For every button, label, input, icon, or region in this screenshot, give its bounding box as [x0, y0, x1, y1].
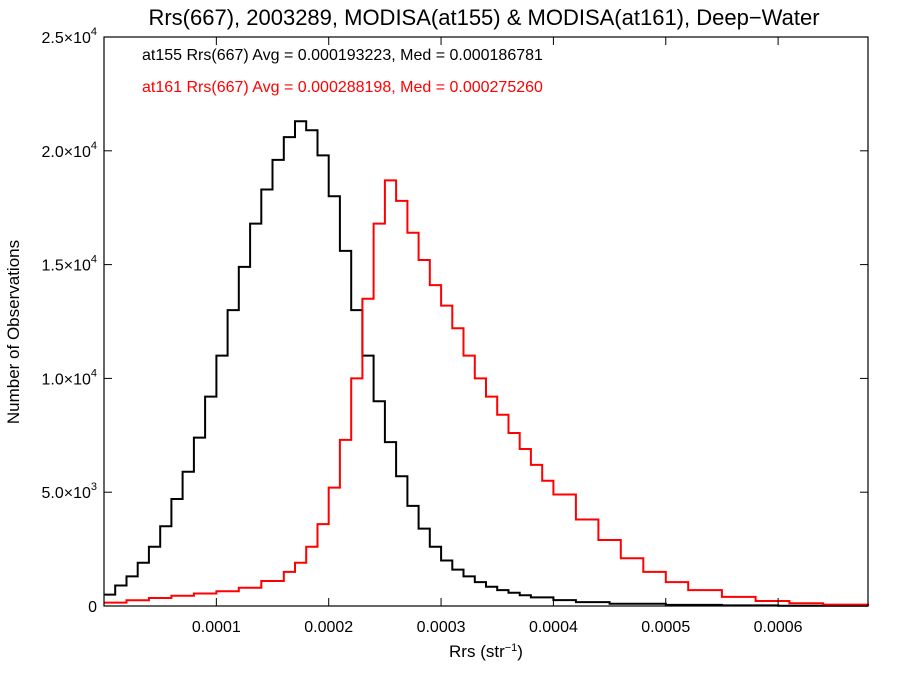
legend-entry-at161: at161 Rrs(667) Avg = 0.000288198, Med = … [142, 79, 543, 96]
plot-frame [103, 36, 869, 607]
x-tick-label: 0.0006 [754, 619, 803, 636]
y-tick-label: 2.0×104 [41, 140, 97, 161]
y-axis-label: Number of Observations [4, 240, 23, 424]
legend-entry-at155: at155 Rrs(667) Avg = 0.000193223, Med = … [142, 47, 543, 64]
x-axis-label-sup: −1 [505, 642, 518, 654]
x-tick-label: 0.0002 [304, 619, 353, 636]
y-tick-label: 5.0×103 [41, 481, 97, 502]
y-tick-label: 1.0×104 [41, 367, 97, 388]
x-axis-label-text: Rrs (str [449, 642, 505, 661]
chart-title: Rrs(667), 2003289, MODISA(at155) & MODIS… [148, 5, 819, 30]
legend: at155 Rrs(667) Avg = 0.000193223, Med = … [142, 47, 543, 96]
y-tick-label: 1.5×104 [41, 254, 97, 275]
ticks-group: 0.0001 0.0002 0.0003 0.0004 0.0005 0.0006 0 5.0… [41, 26, 868, 636]
series-line-1 [104, 179, 869, 606]
x-tick-label: 0.0005 [641, 619, 690, 636]
x-tick-label: 0.0004 [529, 619, 578, 636]
x-axis-label: Rrs (str−1) [449, 642, 523, 661]
series-group [104, 120, 869, 607]
y-tick-label: 0 [88, 599, 97, 616]
x-axis-label-end: ) [517, 642, 523, 661]
x-tick-label: 0.0001 [192, 619, 241, 636]
x-tick-label: 0.0003 [417, 619, 466, 636]
y-tick-label: 2.5×104 [41, 26, 97, 47]
y-axis-label-group: Number of Observations [4, 240, 23, 424]
series-line-0 [104, 120, 869, 607]
